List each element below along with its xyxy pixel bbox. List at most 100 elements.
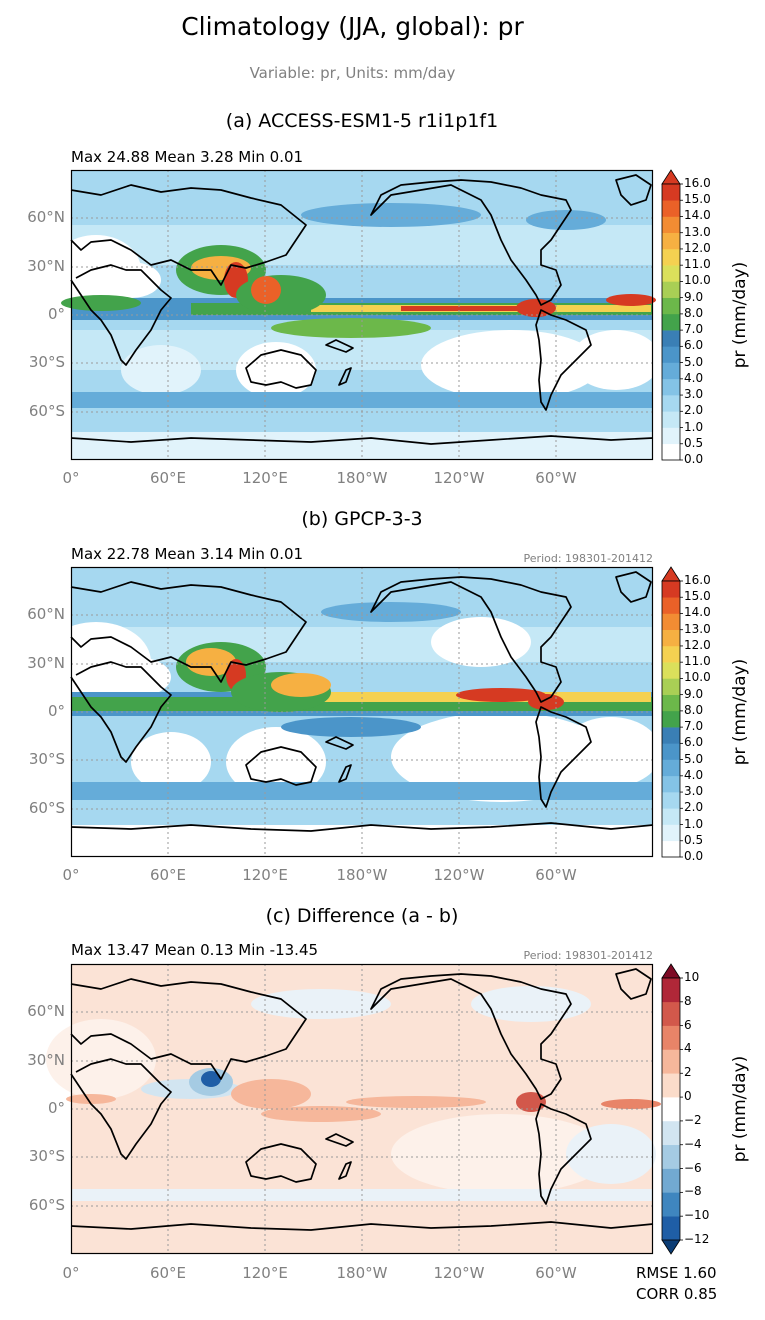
panel-a-ytick-60s: 60°S <box>28 402 65 420</box>
colorbar-c-swatch <box>662 1120 680 1146</box>
panel-b-xtick-180w: 180°W <box>336 866 388 884</box>
colorbar-a-swatch <box>662 313 680 331</box>
panel-a-stats: Max 24.88 Mean 3.28 Min 0.01 <box>71 148 304 166</box>
map-a-maritime-peak <box>251 276 281 304</box>
map-c-frame <box>70 963 654 1255</box>
map-a-arabia-dry <box>101 262 161 298</box>
colorbar-b-tick-label: 16.0 <box>684 573 711 587</box>
map-b-s-indian-dry <box>131 732 211 792</box>
panel-a-ytick-60n: 60°N <box>27 208 65 226</box>
colorbar-c-tick-label: 6 <box>684 1017 692 1032</box>
map-b-frame <box>70 566 654 858</box>
map-c-africa-pos <box>66 1094 116 1104</box>
panel-a-xtick-120e: 120°E <box>242 469 288 487</box>
panel-b-ytick-60s: 60°S <box>28 799 65 817</box>
colorbar-c-tick-label: 0 <box>684 1089 692 1104</box>
colorbar-c-tick-label: −12 <box>684 1232 710 1246</box>
colorbar-a-swatch <box>662 378 680 396</box>
map-c-w-pacific-pos <box>261 1106 381 1122</box>
colorbar-c-outline <box>661 977 681 1241</box>
colorbar-c-swatch <box>662 1001 680 1026</box>
map-b-india-peak <box>186 648 236 676</box>
map-b-sh-storm-track <box>71 782 653 800</box>
map-b-gridlines <box>71 567 653 857</box>
colorbar-c-tick-label: −6 <box>684 1160 702 1175</box>
colorbar-b-tick-label: 1.0 <box>684 816 704 831</box>
colorbar-a-swatch <box>662 265 680 282</box>
colorbar-b-tick-label: 2.0 <box>684 800 704 815</box>
colorbar-c-swatch <box>662 1144 680 1169</box>
map-a-s-atlantic-dry <box>571 330 661 390</box>
colorbar-a-tick-label: 3.0 <box>684 387 704 402</box>
colorbar-b-swatch <box>662 581 680 598</box>
map-a-itcz-max <box>401 306 531 311</box>
colorbar-a-swatch <box>662 184 680 201</box>
map-a-australia-dry <box>236 342 316 398</box>
map-c-bay-bengal-min <box>201 1071 221 1087</box>
panel-c-ytick-60s: 60°S <box>28 1196 65 1214</box>
map-a-frame <box>70 169 654 461</box>
colorbar-c-swatch <box>662 1192 680 1217</box>
map-c-s-atlantic-neutral <box>566 1124 656 1184</box>
colorbar-a-swatch <box>662 395 680 412</box>
colorbar-c-swatch <box>662 1073 680 1098</box>
panel-b-stats: Max 22.78 Mean 3.14 Min 0.01 <box>71 545 304 563</box>
colorbar-a-label: pr (mm/day) <box>730 261 750 369</box>
panel-b-xtick-60e: 60°E <box>149 866 187 884</box>
map-a-africa-monsoon <box>61 295 141 311</box>
colorbar-a-tick-label: 4.0 <box>684 370 704 385</box>
map-a-n-pacific-track <box>301 203 481 227</box>
colorbar-b-tick-label: 4.0 <box>684 767 704 782</box>
colorbar-b-tick-label: 8.0 <box>684 702 704 717</box>
colorbar-a-tick-label: 0.5 <box>684 435 704 450</box>
colorbar-b-swatch <box>662 792 680 809</box>
figure-title: Climatology (JJA, global): pr <box>181 12 524 41</box>
panel-a-xtick-60e: 60°E <box>149 469 187 487</box>
colorbar-b-tick-label: 9.0 <box>684 686 704 701</box>
panel-c-ytick-0: 0° <box>47 1099 65 1117</box>
colorbar-b-tick-label: 0.5 <box>684 832 704 847</box>
panel-b-title: (b) GPCP-3-3 <box>301 508 423 530</box>
colorbar-a-swatch <box>662 330 680 347</box>
colorbar-a-tick-label: 9.0 <box>684 289 704 304</box>
colorbar-b-swatch <box>662 824 680 842</box>
colorbar-b-swatch <box>662 694 680 712</box>
panel-c-xtick-120e: 120°E <box>242 1264 288 1282</box>
map-b-atlantic-itcz <box>528 694 564 710</box>
panel-c-xtick-120w: 120°W <box>433 1264 485 1282</box>
colorbar-a-tick-label: 6.0 <box>684 338 704 353</box>
colorbar-c-tick-label: −8 <box>684 1184 702 1199</box>
colorbar-a-swatch <box>662 200 680 217</box>
panel-a-xtick-0: 0° <box>62 469 80 487</box>
map-b-warm-pool <box>271 673 331 697</box>
colorbar-b-tick-label: 0.0 <box>684 849 704 863</box>
map-panel-a <box>51 169 661 461</box>
colorbar-b-tick-label: 6.0 <box>684 735 704 750</box>
panel-c-xtick-60e: 60°E <box>149 1264 187 1282</box>
colorbar-b-tick-label: 14.0 <box>684 605 711 620</box>
panel-c-ytick-60n: 60°N <box>27 1002 65 1020</box>
colorbar-a <box>661 169 683 461</box>
colorbar-a-tick-label: 10.0 <box>684 273 711 288</box>
map-b-arabia-dry <box>101 657 171 697</box>
colorbar-b-swatch <box>662 710 680 728</box>
colorbar-c-swatch <box>662 1097 680 1122</box>
map-c-c-america-max <box>516 1092 546 1112</box>
colorbar-a-tick-label: 16.0 <box>684 176 711 190</box>
colorbar-a-swatch <box>662 297 680 315</box>
colorbar-a-tick-label: 5.0 <box>684 354 704 369</box>
colorbar-b-swatch <box>662 678 680 695</box>
colorbar-a-tick-label: 15.0 <box>684 192 711 207</box>
panel-b-xtick-60w: 60°W <box>535 866 577 884</box>
panel-c-xtick-60w: 60°W <box>535 1264 577 1282</box>
colorbar-b-tick-label: 10.0 <box>684 670 711 685</box>
panel-a-xtick-180w: 180°W <box>336 469 388 487</box>
colorbar-b-swatch <box>662 629 680 647</box>
colorbar-b-tick-label: 11.0 <box>684 654 711 669</box>
panel-a-ytick-30n: 30°N <box>27 257 65 275</box>
panel-c-title: (c) Difference (a - b) <box>265 905 459 927</box>
panel-b-ytick-30n: 30°N <box>27 654 65 672</box>
colorbar-b-swatch <box>662 645 680 663</box>
colorbar-b-swatch <box>662 727 680 744</box>
colorbar-a-swatch <box>662 443 680 461</box>
